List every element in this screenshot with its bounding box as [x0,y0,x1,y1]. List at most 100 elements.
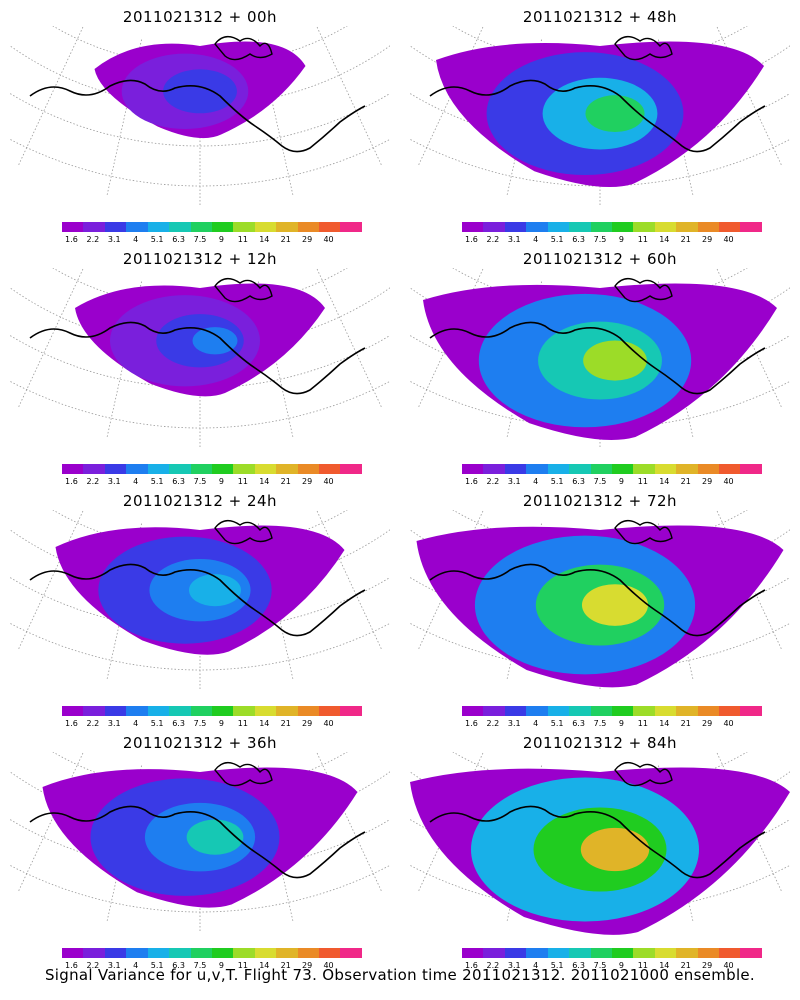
colorbar-label: 11 [237,235,248,244]
map-panel: 2011021312 + 48h 1.6 2.2 3.1 4 5.1 6.3 7.5 9 11 14… [400,0,800,244]
colorbar-swatch [504,706,527,716]
colorbar-swatch [319,222,341,232]
coastline [29,321,366,395]
colorbar-swatch [590,222,612,232]
arctic-islands [614,520,673,545]
longitude-line [410,26,436,117]
colorbar [462,706,762,718]
colorbar-label: 5.1 [550,961,564,970]
colorbar-label: 1.6 [465,477,478,486]
colorbar-swatch [276,706,298,716]
polar-map [10,752,390,932]
colorbar-swatch [169,464,191,474]
colorbar-label: 1.6 [465,719,478,728]
colorbar-label: 6.3 [572,961,585,970]
colorbar-label: 4 [533,477,539,486]
colorbar-label: 29 [702,961,713,970]
colorbar-swatch [504,948,527,958]
colorbar-swatch [62,706,84,716]
colorbar-swatch [633,948,655,958]
colorbar-label: 9 [618,719,624,728]
longitude-line [417,752,484,892]
colorbar-label: 2.2 [86,477,100,486]
colorbar-swatch [83,222,105,232]
colorbar-swatch [526,706,548,716]
longitude-line [316,510,383,650]
colorbar-swatch [611,948,634,958]
colorbar-swatch [740,222,762,232]
colorbar-swatch [462,464,484,474]
longitude-line [258,39,294,196]
colorbar-label: 3.1 [107,719,121,728]
variance-field [42,767,358,908]
longitude-line [417,510,484,650]
longitude-line [658,281,694,438]
colorbar [62,948,362,960]
colorbar-swatch [569,464,591,474]
longitude-line [716,268,783,408]
colorbar-label: 1.6 [65,719,78,728]
colorbar-swatch [319,706,341,716]
colorbar [62,222,362,234]
colorbar-label: 6.3 [572,719,585,728]
map-panel: 2011021312 + 12h 1.6 2.2 3.1 4 5.1 6.3 7.5 9 11 14… [0,242,400,486]
colorbar-label: 7.5 [593,477,607,486]
colorbar-label: 6.3 [572,235,585,244]
colorbar-swatch [340,464,362,474]
colorbar-label: 21 [680,961,691,970]
longitude-line [258,765,294,922]
colorbar-swatch [483,222,505,232]
colorbar-label: 29 [302,235,313,244]
colorbar-swatch [569,706,591,716]
colorbar-label: 3.1 [507,235,521,244]
colorbar-label: 11 [637,961,648,970]
variance-field [416,525,784,688]
colorbar-label: 3.1 [507,477,521,486]
field-contour [585,95,645,133]
colorbar-swatch [211,464,234,474]
panel-title: 2011021312 + 00h [122,8,278,26]
colorbar-swatch [633,222,655,232]
colorbar-labels: 1.6 2.2 3.1 4 5.1 6.3 7.5 9 11 14 21 29 40 [50,477,370,487]
coastline [429,805,766,879]
longitude-line [10,752,36,843]
colorbar-swatch [462,948,484,958]
colorbar-swatch [462,706,484,716]
colorbar-label: 21 [280,477,291,486]
longitude-line [716,510,783,650]
figure-caption: Signal Variance for u,v,T. Flight 73. Ob… [44,966,756,984]
colorbar-label: 7.5 [193,719,207,728]
polar-map [410,510,790,690]
colorbar-swatch [504,222,527,232]
colorbar-swatch [190,464,212,474]
longitude-line [316,26,383,166]
colorbar-swatch [62,464,84,474]
colorbar-label: 14 [259,961,270,970]
colorbar-label: 5.1 [550,235,564,244]
colorbar-label: 14 [259,719,270,728]
colorbar-label: 1.6 [465,961,478,970]
colorbar-swatch [276,948,298,958]
colorbar-labels: 1.6 2.2 3.1 4 5.1 6.3 7.5 9 11 14 21 29 40 [50,719,370,729]
colorbar [462,464,762,476]
colorbar-labels: 1.6 2.2 3.1 4 5.1 6.3 7.5 9 11 14 21 29 40 [450,235,770,245]
colorbar-label: 7.5 [593,235,607,244]
colorbar-label: 29 [302,719,313,728]
panel-title: 2011021312 + 72h [522,492,678,510]
arctic-islands [214,762,273,787]
colorbar-label: 2.2 [486,961,500,970]
colorbar-swatch [740,706,762,716]
colorbar-label: 4 [133,235,139,244]
colorbar-swatch [697,706,720,716]
variance-field [94,41,306,139]
colorbar-swatch [276,464,298,474]
colorbar-swatch [104,464,127,474]
colorbar-label: 2.2 [86,961,100,970]
map-panel: 2011021312 + 00h 1.6 2.2 3.1 4 5.1 6.3 7.5 9 11 14… [0,0,400,244]
colorbar-label: 9 [618,477,624,486]
latitude-line [10,622,390,671]
arctic-islands [214,520,273,545]
colorbar-label: 5.1 [150,961,164,970]
colorbar-labels: 1.6 2.2 3.1 4 5.1 6.3 7.5 9 11 14 21 29 40 [450,477,770,487]
colorbar-label: 11 [637,719,648,728]
